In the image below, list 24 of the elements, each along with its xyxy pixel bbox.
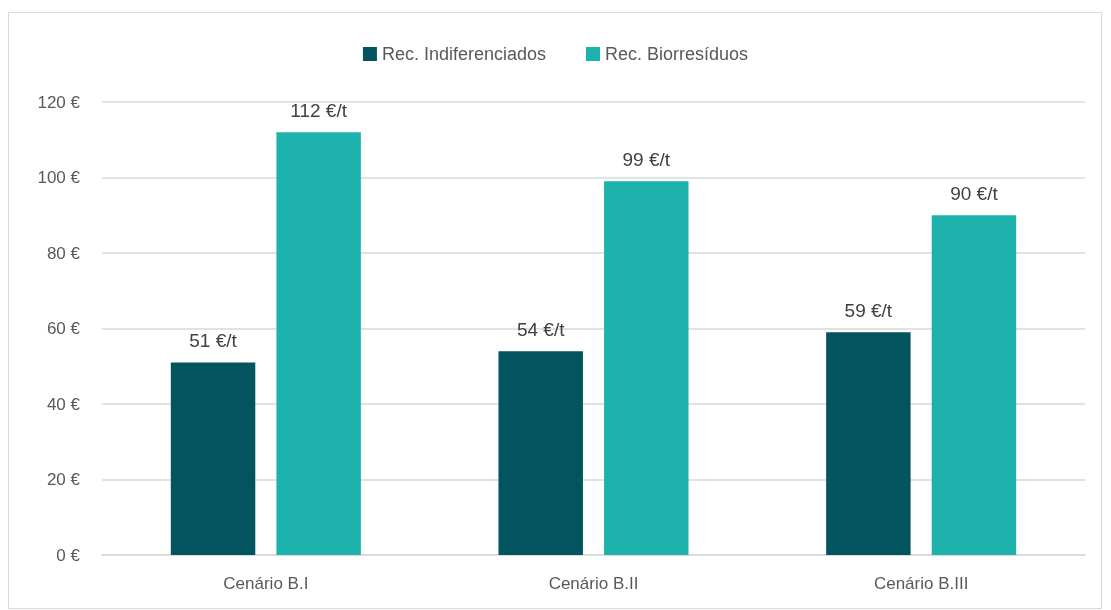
bar [931,215,1017,555]
x-tick-label: Cenário B.II [548,574,639,593]
y-tick-label: 80 € [46,243,81,263]
bar [826,332,911,555]
x-tick-label: Cenário B.I [223,574,309,593]
y-tick-label: 120 € [37,92,81,112]
y-tick-label: 20 € [46,470,81,489]
bar [170,362,256,555]
data-label: 54 €/t [516,319,566,341]
data-label: 112 €/t [290,100,348,122]
y-tick-label: 0 € [56,545,81,565]
legend-label: Rec. Biorresíduos [605,44,749,64]
data-label: 90 €/t [950,183,999,205]
bar [498,351,583,555]
data-label: 99 €/t [622,149,671,171]
x-tick-label: Cenário B.III [873,574,969,593]
data-label: 59 €/t [844,300,893,322]
bar [276,132,361,555]
legend-label: Rec. Indiferenciados [381,44,547,64]
y-tick-label: 100 € [37,168,81,187]
data-label: 51 €/t [189,330,238,352]
y-tick-label: 60 € [46,319,81,338]
y-tick-label: 40 € [46,394,81,414]
bar [604,181,689,555]
